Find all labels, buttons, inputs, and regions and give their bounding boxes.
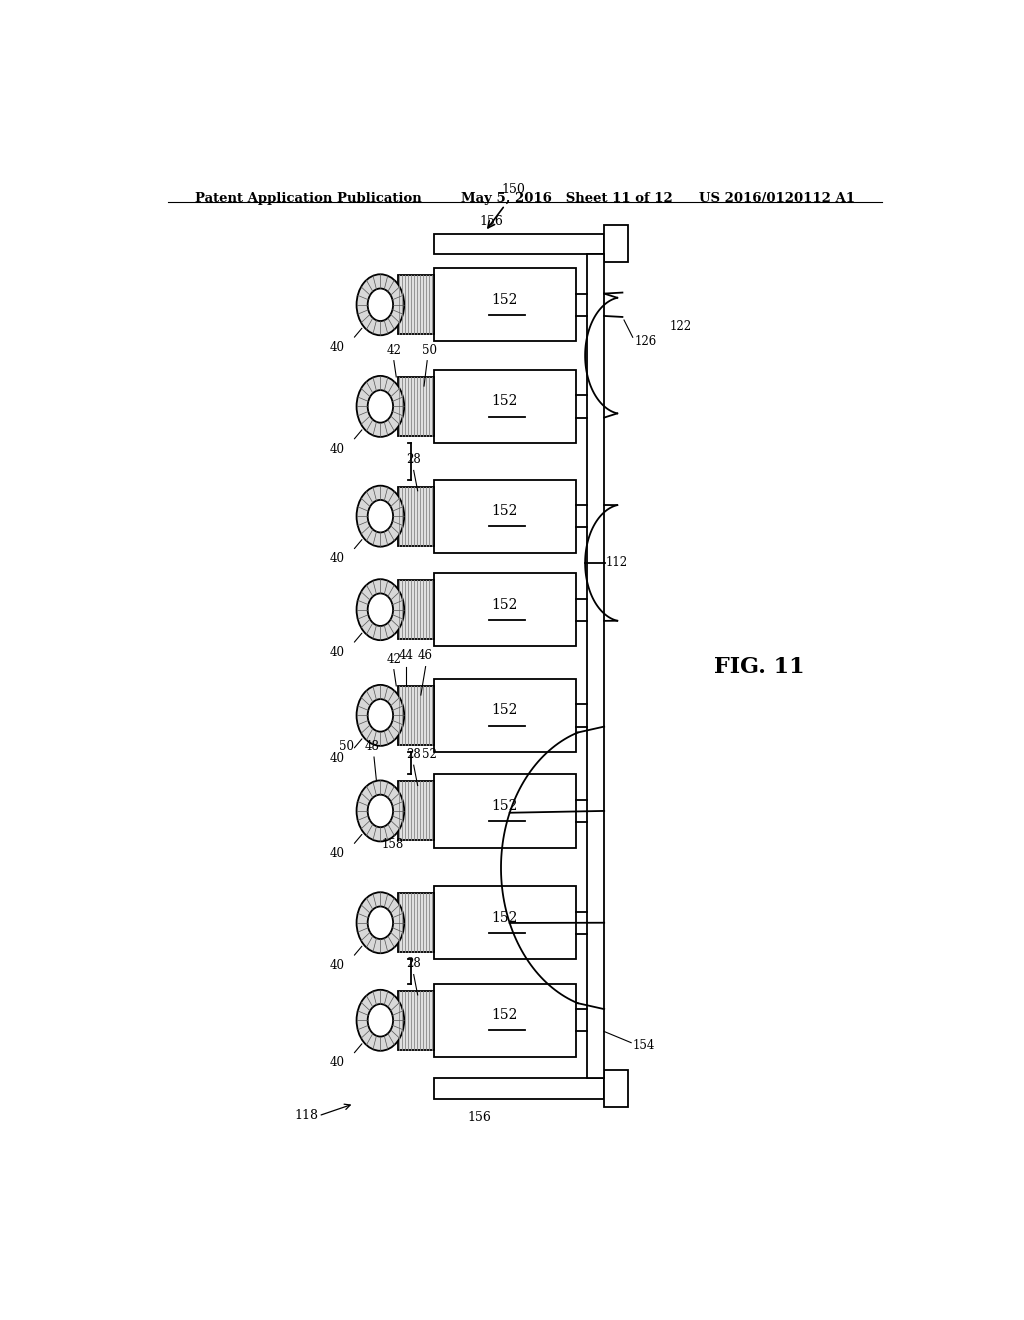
FancyBboxPatch shape [433, 886, 577, 960]
FancyBboxPatch shape [397, 991, 433, 1049]
Text: 40: 40 [330, 1056, 344, 1069]
Text: 156: 156 [468, 1111, 492, 1123]
Text: 50: 50 [339, 741, 353, 752]
FancyBboxPatch shape [604, 1071, 628, 1106]
Text: 152: 152 [492, 1008, 518, 1022]
FancyBboxPatch shape [397, 894, 433, 952]
Circle shape [356, 685, 404, 746]
Circle shape [368, 907, 393, 939]
FancyBboxPatch shape [397, 581, 433, 639]
Text: 150: 150 [501, 183, 525, 195]
FancyBboxPatch shape [604, 226, 628, 263]
Text: 28: 28 [407, 453, 421, 466]
Text: US 2016/0120112 A1: US 2016/0120112 A1 [699, 191, 855, 205]
Circle shape [368, 391, 393, 422]
Text: 152: 152 [492, 911, 518, 924]
FancyBboxPatch shape [433, 268, 577, 342]
FancyBboxPatch shape [397, 378, 433, 436]
Text: 40: 40 [330, 958, 344, 972]
Text: 28: 28 [407, 748, 421, 762]
FancyBboxPatch shape [410, 589, 432, 630]
FancyBboxPatch shape [433, 983, 577, 1057]
FancyBboxPatch shape [433, 234, 604, 253]
FancyBboxPatch shape [410, 1001, 432, 1040]
Text: 50: 50 [422, 343, 437, 356]
Circle shape [356, 275, 404, 335]
FancyBboxPatch shape [410, 791, 432, 832]
Text: 46: 46 [418, 649, 433, 663]
FancyBboxPatch shape [410, 696, 432, 735]
Text: FIG. 11: FIG. 11 [714, 656, 804, 677]
Text: 28: 28 [407, 957, 421, 970]
FancyBboxPatch shape [397, 686, 433, 744]
Text: 126: 126 [634, 335, 656, 348]
Text: 40: 40 [330, 645, 344, 659]
Text: 152: 152 [492, 395, 518, 408]
Circle shape [356, 486, 404, 546]
Circle shape [368, 500, 393, 532]
Text: May 5, 2016   Sheet 11 of 12: May 5, 2016 Sheet 11 of 12 [461, 191, 673, 205]
FancyBboxPatch shape [410, 496, 432, 536]
Text: 152: 152 [492, 799, 518, 813]
Text: 152: 152 [492, 704, 518, 717]
FancyBboxPatch shape [397, 276, 433, 334]
FancyBboxPatch shape [433, 1078, 604, 1098]
FancyBboxPatch shape [433, 370, 577, 444]
Circle shape [356, 780, 404, 841]
Text: 40: 40 [330, 847, 344, 861]
Text: 118: 118 [295, 1109, 318, 1122]
Text: 40: 40 [330, 442, 344, 455]
FancyBboxPatch shape [410, 903, 432, 942]
FancyBboxPatch shape [433, 678, 577, 752]
Text: 154: 154 [633, 1039, 655, 1052]
FancyBboxPatch shape [397, 487, 433, 545]
FancyBboxPatch shape [433, 775, 577, 847]
Circle shape [368, 1005, 393, 1036]
Text: 156: 156 [479, 215, 504, 228]
Text: 40: 40 [330, 341, 344, 354]
Circle shape [368, 289, 393, 321]
Text: Patent Application Publication: Patent Application Publication [196, 191, 422, 205]
FancyBboxPatch shape [410, 385, 432, 426]
Circle shape [356, 990, 404, 1051]
Text: 40: 40 [330, 751, 344, 764]
Text: 48: 48 [365, 741, 380, 752]
Text: 44: 44 [398, 649, 414, 663]
Circle shape [356, 892, 404, 953]
Text: 158: 158 [382, 837, 404, 850]
FancyBboxPatch shape [433, 479, 577, 553]
Text: 152: 152 [492, 504, 518, 517]
Circle shape [356, 579, 404, 640]
Circle shape [368, 795, 393, 828]
Text: 52: 52 [422, 748, 437, 762]
FancyBboxPatch shape [433, 573, 577, 647]
Text: 122: 122 [670, 321, 691, 333]
Text: 112: 112 [606, 557, 628, 569]
Circle shape [356, 376, 404, 437]
Text: 40: 40 [330, 552, 344, 565]
FancyBboxPatch shape [410, 284, 432, 325]
FancyBboxPatch shape [587, 253, 604, 1078]
Text: 152: 152 [492, 598, 518, 611]
Text: 152: 152 [492, 293, 518, 306]
Text: 42: 42 [386, 343, 401, 356]
FancyBboxPatch shape [397, 781, 433, 841]
Circle shape [368, 700, 393, 731]
Circle shape [368, 594, 393, 626]
Text: 42: 42 [386, 652, 401, 665]
